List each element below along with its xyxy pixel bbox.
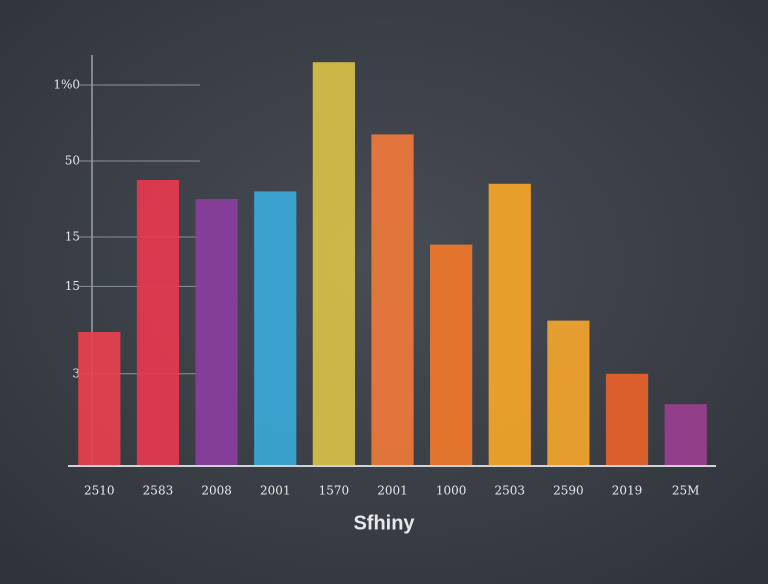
x-tick-label: 1570 xyxy=(319,484,350,498)
bar xyxy=(78,332,121,465)
bar xyxy=(312,62,355,465)
x-tick-label: 2001 xyxy=(377,484,408,498)
x-tick-label: 25M xyxy=(672,484,700,498)
bar xyxy=(430,244,473,465)
bar xyxy=(547,320,590,465)
x-tick-label: 2503 xyxy=(494,484,525,498)
y-tick-label: 3 xyxy=(72,366,80,380)
bar xyxy=(664,404,707,465)
x-tick-label: 2510 xyxy=(84,484,115,498)
y-tick-label: 15 xyxy=(65,230,80,244)
bar xyxy=(488,183,531,466)
y-tick-label: 50 xyxy=(65,154,80,168)
bar xyxy=(605,373,649,465)
y-tick-label: 1%0 xyxy=(53,78,80,92)
x-tick-label: 2583 xyxy=(143,484,174,498)
x-tick-label: 2590 xyxy=(553,484,584,498)
bar xyxy=(371,134,414,465)
chart-title: Sfhiny xyxy=(353,512,415,534)
x-tick-label: 2019 xyxy=(612,484,643,498)
x-tick-label: 1000 xyxy=(436,484,467,498)
bar xyxy=(136,180,180,465)
bar xyxy=(195,199,238,465)
x-tick-label: 2008 xyxy=(201,484,232,498)
bar xyxy=(254,191,297,465)
y-tick-label: 15 xyxy=(65,279,80,293)
x-tick-label: 2001 xyxy=(260,484,291,498)
